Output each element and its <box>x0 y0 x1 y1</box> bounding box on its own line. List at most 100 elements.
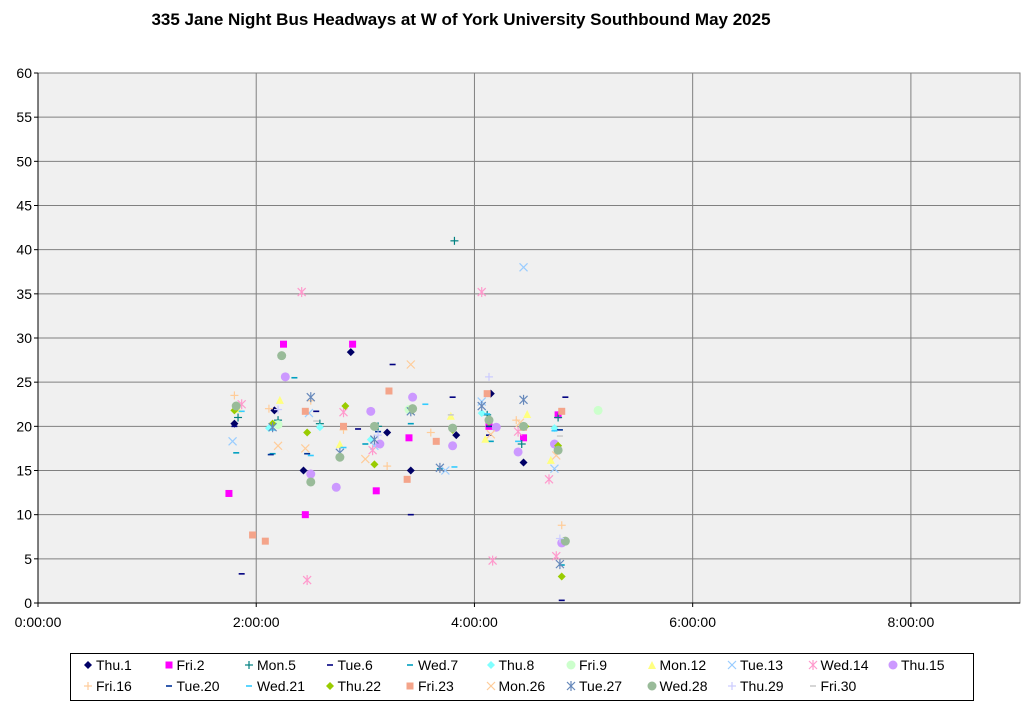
data-point <box>555 559 565 570</box>
legend-label: Mon.26 <box>498 678 546 694</box>
y-tick-label: 40 <box>16 242 32 258</box>
legend-marker <box>486 681 495 691</box>
data-point <box>448 423 458 433</box>
legend-label: Thu.8 <box>498 657 535 673</box>
data-point <box>517 440 526 448</box>
legend-marker-shape <box>406 682 414 690</box>
data-point <box>484 415 494 425</box>
data-point <box>301 511 309 519</box>
legend-item: Mon.12 <box>647 657 707 673</box>
data-point <box>261 537 269 545</box>
legend-label: Fri.9 <box>579 657 607 673</box>
data-point <box>370 434 379 445</box>
y-tick-label: 20 <box>16 418 32 434</box>
data-point <box>555 534 564 543</box>
data-point <box>435 462 445 473</box>
data-point <box>360 454 370 464</box>
legend-marker-shape <box>808 660 817 670</box>
legend-item: Tue.6 <box>325 657 373 673</box>
data-point <box>299 466 308 475</box>
legend-marker-shape <box>566 681 576 691</box>
data-point <box>368 445 378 456</box>
series-fri-30 <box>313 414 563 437</box>
legend-label: Thu.15 <box>901 657 945 673</box>
legend-marker <box>486 661 495 669</box>
data-point <box>491 422 501 432</box>
data-point <box>446 411 455 420</box>
series-tue-27 <box>268 392 565 570</box>
data-point <box>403 475 411 483</box>
legend-label: Thu.22 <box>337 678 382 694</box>
series-thu-29 <box>274 372 564 543</box>
data-point <box>405 434 413 442</box>
data-point <box>369 421 379 431</box>
legend-marker-shape <box>647 681 656 691</box>
legend-label: Wed.14 <box>820 657 869 673</box>
data-point <box>512 416 521 425</box>
legend: Thu.1 Fri.2 Mon.5 Tue.6 Wed.7 Thu.8 Fri.9 Mon.1… <box>70 653 974 701</box>
data-point <box>273 420 283 430</box>
legend-item: Thu.8 <box>486 657 535 673</box>
series-wed-21 <box>238 403 558 468</box>
legend-item: Wed.7 <box>405 657 458 673</box>
legend-marker-shape <box>325 682 334 690</box>
legend-item: Tue.20 <box>164 678 220 694</box>
y-tick-label: 15 <box>16 463 32 479</box>
series-tue-13 <box>228 262 559 475</box>
data-point <box>331 482 341 492</box>
x-tick-label: 6:00:00 <box>669 614 716 630</box>
data-point <box>349 340 357 348</box>
legend-label: Mon.5 <box>257 657 296 673</box>
legend-label: Tue.13 <box>740 657 784 673</box>
legend-item: Mon.5 <box>244 657 296 673</box>
data-point <box>553 445 563 455</box>
data-point <box>432 437 440 445</box>
data-point <box>408 404 418 414</box>
legend-marker <box>566 660 576 670</box>
legend-label: Fri.30 <box>820 678 857 694</box>
x-tick-label: 8:00:00 <box>888 614 935 630</box>
data-point <box>557 521 566 530</box>
data-point <box>448 441 458 451</box>
legend-label: Tue.20 <box>176 678 220 694</box>
data-point <box>554 413 563 422</box>
data-point <box>481 434 490 443</box>
data-point <box>483 390 491 398</box>
legend-marker <box>406 682 414 690</box>
data-point <box>225 489 233 497</box>
data-point <box>550 464 559 474</box>
legend-marker <box>84 661 92 669</box>
data-point <box>406 466 415 475</box>
data-point <box>408 392 418 402</box>
y-tick-label: 60 <box>16 65 32 81</box>
series-thu-1 <box>230 348 528 475</box>
legend-marker-shape <box>245 661 253 669</box>
legend-marker-shape <box>566 660 576 670</box>
legend-marker <box>246 685 252 687</box>
legend-item: Thu.1 <box>83 657 132 673</box>
data-point <box>335 452 345 462</box>
data-point <box>303 428 312 437</box>
legend-label: Wed.28 <box>659 678 708 694</box>
y-tick-label: 0 <box>24 595 32 611</box>
data-point <box>374 431 383 440</box>
y-tick-label: 30 <box>16 330 32 346</box>
data-point <box>234 413 243 422</box>
data-point <box>558 407 566 415</box>
legend-marker <box>728 682 736 690</box>
data-point <box>335 440 344 448</box>
y-tick-label: 45 <box>16 198 32 214</box>
series-mon-5 <box>234 236 563 448</box>
data-point <box>484 372 493 381</box>
y-tick-label: 55 <box>16 109 32 125</box>
data-point <box>557 572 566 581</box>
legend-label: Mon.12 <box>659 657 707 673</box>
data-point <box>372 487 380 495</box>
legend-item: Thu.22 <box>325 678 382 694</box>
data-point <box>341 402 350 411</box>
legend-label: Tue.27 <box>579 678 623 694</box>
x-tick-label: 0:00:00 <box>15 614 62 630</box>
legend-marker <box>566 681 576 691</box>
chart-title: 335 Jane Night Bus Headways at W of York… <box>151 10 771 29</box>
